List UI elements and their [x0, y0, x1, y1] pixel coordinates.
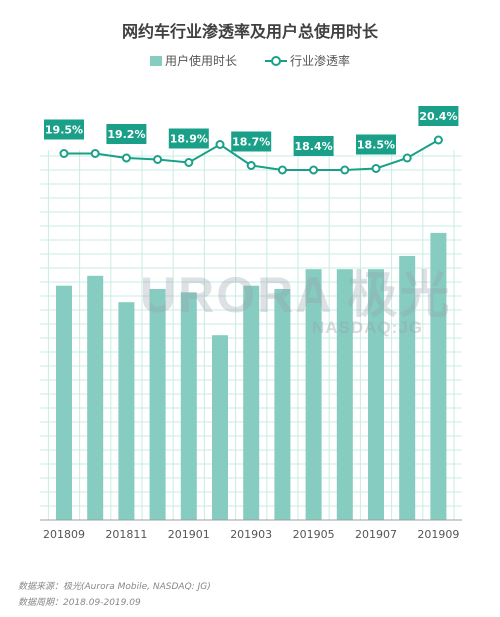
line-point [121, 153, 131, 163]
chart-title: 网约车行业渗透率及用户总使用时长 [121, 22, 378, 41]
bar [87, 275, 104, 520]
bar [305, 269, 322, 520]
data-label: 19.5% [45, 124, 83, 137]
bar [212, 335, 228, 520]
watermark-brand: URORA 极光 [140, 267, 452, 323]
data-label-box [168, 128, 209, 149]
x-tick-label: 201907 [355, 528, 397, 541]
bar [149, 289, 166, 520]
bar [368, 269, 384, 520]
x-tick-label: 201909 [417, 528, 459, 541]
line-point [246, 161, 256, 170]
bar [399, 256, 416, 520]
bar [118, 302, 135, 520]
legend-line-swatch [265, 55, 287, 66]
line-point [340, 165, 350, 175]
bar [243, 285, 260, 520]
x-tick-label: 201903 [230, 528, 272, 541]
line-point [59, 149, 69, 158]
data-label-box [106, 124, 147, 144]
x-tick-label: 201905 [293, 528, 335, 541]
bar [430, 232, 447, 520]
legend-item-line: 行业渗透率 [265, 52, 350, 69]
data-labels: 19.5% 19.2% 18.9% 18.7% 18.4% 18.5% 20.4% [44, 106, 459, 156]
data-label: 18.7% [232, 136, 270, 149]
data-label-box [231, 131, 272, 152]
data-label-box [356, 134, 396, 155]
data-label-box [44, 119, 84, 140]
line-point [90, 149, 100, 158]
bar [336, 269, 353, 520]
data-label: 18.9% [170, 133, 208, 146]
data-label-box [418, 106, 459, 126]
legend-line-label: 行业渗透率 [290, 54, 351, 68]
legend: 用户使用时长 行业渗透率 [0, 52, 500, 70]
footer-source: 数据来源：极光(Aurora Mobile, NASDAQ: JG) [18, 582, 211, 592]
line-point [215, 140, 225, 149]
x-tick-labels: 201809 201811 201901 201903 201905 201907 2019… [43, 528, 459, 541]
penetration-line [59, 135, 443, 175]
bar [274, 289, 291, 520]
bar [180, 292, 197, 520]
watermark-sub: NASDAQ:JG [312, 318, 424, 337]
legend-bar-swatch [150, 55, 162, 66]
line-point [433, 135, 443, 145]
data-label: 18.5% [357, 139, 395, 152]
legend-bar-label: 用户使用时长 [165, 54, 238, 68]
line-point [309, 165, 319, 175]
line-point [371, 164, 381, 173]
bars [56, 232, 447, 520]
data-label: 18.4% [295, 140, 333, 153]
bar [56, 285, 72, 520]
x-tick-label: 201901 [168, 528, 210, 541]
data-label-box [293, 136, 334, 156]
line-point [277, 165, 287, 175]
data-label: 19.2% [107, 128, 145, 141]
x-tick-label: 201809 [43, 528, 85, 541]
line-point [184, 158, 194, 167]
line-point [402, 153, 412, 163]
legend-item-bar: 用户使用时长 [150, 52, 237, 69]
line-point [153, 155, 163, 164]
data-label: 20.4% [419, 110, 457, 123]
footer-period: 数据周期：2018.09-2019.09 [18, 598, 141, 608]
x-tick-label: 201811 [105, 528, 147, 541]
